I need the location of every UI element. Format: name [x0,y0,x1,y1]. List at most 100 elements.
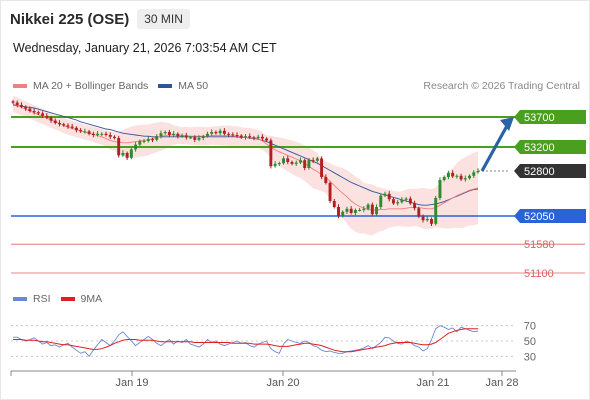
candle [383,193,387,196]
x-tick-label: Jan 21 [416,377,449,389]
candle [273,163,277,167]
candle [459,175,463,180]
level-badge-text: 52800 [524,166,555,178]
rsi-tick-label: 70 [524,321,536,333]
candle [222,130,226,134]
candle [244,136,247,138]
instrument-title: Nikkei 225 (OSE) [10,10,130,28]
candle [446,172,450,177]
candle [227,133,231,135]
candle [294,162,298,164]
candle [451,172,455,177]
candle [121,153,125,156]
level-badge-text: 53700 [524,112,555,124]
level-label-51580: 51580 [524,239,555,251]
candle [155,136,159,140]
arrow-head-icon [500,117,514,131]
candle [91,133,95,135]
candle [362,208,366,210]
candle [315,158,319,161]
candle [138,141,142,145]
candle [298,160,302,163]
candle [252,137,256,139]
candle [358,210,362,211]
candle [41,113,45,116]
level-badge-bg [514,209,586,223]
candle [163,132,167,134]
candle [387,193,391,200]
candle [100,133,104,135]
candle [15,102,19,105]
candle [87,131,91,134]
candle [290,162,294,164]
x-tick-label: Jan 20 [266,377,299,389]
level-badge-52800: 52800 [514,164,586,178]
candle [341,211,345,216]
candle [320,158,324,177]
interval-badge[interactable]: 30 MIN [137,9,190,29]
candle [455,175,459,177]
candle [205,133,209,137]
candle [231,134,235,136]
candle [332,201,336,207]
candle [442,177,446,180]
x-tick-label: Jan 19 [115,377,148,389]
candle [434,198,438,224]
rsi-tick-label: 30 [524,351,536,363]
candle [214,132,218,134]
candle [129,149,133,158]
rsi-swatch-icon [13,297,27,301]
candle [24,106,28,109]
legend-rsi-label: RSI [33,293,51,305]
candle [11,101,15,103]
level-badge-53700: 53700 [514,110,586,124]
candle [408,198,412,204]
candle [303,160,307,168]
candle [277,163,281,165]
candle [108,135,112,137]
candle [74,127,78,131]
ma50-swatch-icon [158,84,173,88]
candle [337,207,340,216]
x-tick-label: Jan 28 [485,377,518,389]
candle [112,136,116,138]
candle [210,132,214,134]
rsi-tick-label: 50 [524,336,536,348]
candle [117,138,121,156]
legend-item-ma20: MA 20 + Bollinger Bands [13,80,148,92]
candle [413,203,417,209]
candle [193,137,197,140]
level-badge-52050: 52050 [514,209,586,223]
legend-item-rsi: RSI [13,293,51,305]
candle [45,115,49,118]
candle [235,135,239,136]
candle [167,132,171,135]
legend-item-ma50: MA 50 [158,80,208,92]
candle [28,108,32,111]
projection-arrow [480,123,510,172]
candle [159,133,163,137]
candle [256,136,260,138]
legend-ma50-label: MA 50 [178,80,209,92]
candle [146,139,150,141]
candle [53,120,57,123]
candle [417,208,421,217]
candle [269,140,273,167]
candle [311,160,315,162]
candle [353,210,357,213]
candle [66,125,70,127]
candle [19,105,23,107]
candle [58,123,61,125]
candle [404,198,408,200]
candle [324,177,328,183]
candle [349,208,353,213]
price-legend: MA 20 + Bollinger Bands MA 50 [13,80,208,92]
candle [176,133,180,137]
legend-ma20-label: MA 20 + Bollinger Bands [33,80,149,92]
candle [472,172,476,176]
level-badge-bg [514,164,586,178]
candle [201,136,205,138]
rsi-ma-swatch-icon [60,297,75,301]
candle [180,135,184,137]
